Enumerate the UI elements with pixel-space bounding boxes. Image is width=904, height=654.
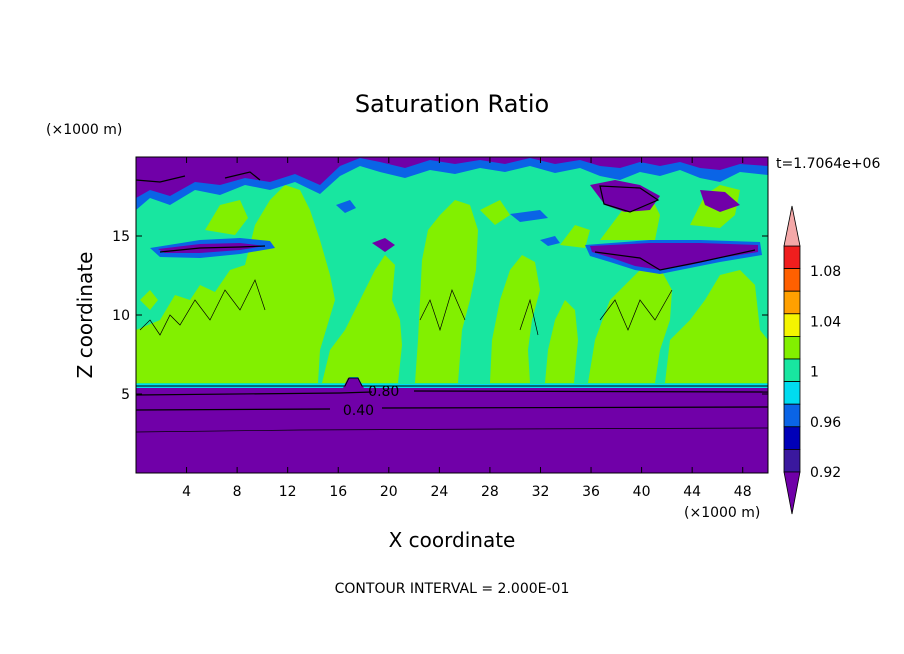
colorbar-bin-0 [783, 245, 801, 270]
colorbar-bin-3 [783, 313, 801, 337]
colorbar-bin-5 [783, 358, 801, 383]
x-tick-label-7: 32 [532, 484, 550, 500]
colorbar-over-arrow [783, 205, 801, 247]
colorbar-bin-6 [783, 381, 801, 405]
chart-title: Saturation Ratio [355, 90, 549, 118]
colorbar: 0.92 0.96 1 1.04 1.08 [783, 205, 841, 515]
contour-label-layer: 0.80 0.40 [343, 384, 399, 419]
y-tick-label-0: 5 [121, 387, 130, 403]
x-tick-label-3: 16 [329, 484, 347, 500]
x-unit-label: (×1000 m) [684, 505, 760, 521]
colorbar-under-arrow [783, 471, 801, 515]
y-tick-label-2: 15 [112, 229, 130, 245]
time-label: t=1.7064e+06 [776, 156, 880, 172]
y-tick-label-1: 10 [112, 308, 130, 324]
y-unit-label: (×1000 m) [46, 122, 122, 138]
colorbar-label-2: 1 [810, 365, 819, 381]
x-tick-label-4: 20 [380, 484, 398, 500]
x-tick-label-11: 48 [734, 484, 752, 500]
contour-label-0: 0.80 [368, 384, 399, 400]
colorbar-label-1: 0.96 [810, 415, 841, 431]
colorbar-label-3: 1.04 [810, 314, 841, 330]
colorbar-bin-8 [783, 426, 801, 450]
colorbar-label-0: 0.92 [810, 465, 841, 481]
colorbar-bin-4 [783, 335, 801, 360]
x-axis-label: X coordinate [389, 528, 516, 552]
colorbar-bin-2 [783, 290, 801, 315]
upper-dry-layer [136, 157, 768, 222]
x-tick-label-5: 24 [430, 484, 448, 500]
x-tick-label-8: 36 [582, 484, 600, 500]
x-tick-label-1: 8 [233, 484, 242, 500]
colorbar-bin-1 [783, 268, 801, 292]
contour-interval-note: CONTOUR INTERVAL = 2.000E-01 [335, 581, 570, 597]
contour-lines [136, 171, 768, 433]
x-tick-label-0: 4 [182, 484, 191, 500]
x-tick-label-10: 44 [683, 484, 701, 500]
colorbar-bin-7 [783, 403, 801, 428]
colorbar-bin-9 [783, 448, 801, 473]
x-tick-label-2: 12 [279, 484, 297, 500]
heatmap-field: 0.80 0.40 [136, 157, 768, 473]
contour-label-1: 0.40 [343, 403, 374, 419]
x-tick-label-9: 40 [633, 484, 651, 500]
colorbar-label-4: 1.08 [810, 264, 841, 280]
y-axis-label: Z coordinate [73, 252, 97, 379]
x-tick-label-6: 28 [481, 484, 499, 500]
